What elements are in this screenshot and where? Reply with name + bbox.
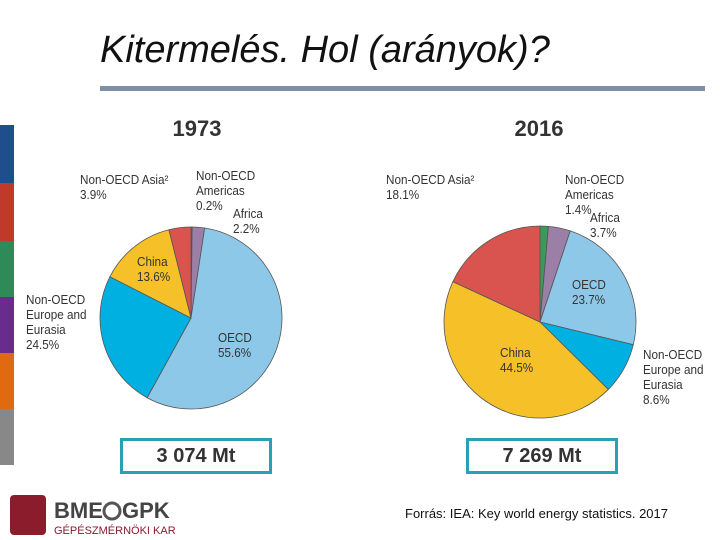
- slice-name: Non-OECD Americas: [196, 168, 256, 198]
- total-box: 3 074 Mt: [120, 438, 272, 474]
- pie-slice: [539, 230, 637, 346]
- slice-name: OECD: [218, 330, 252, 345]
- slice-value: 23.7%: [572, 292, 606, 307]
- slice-label: China 44.5%: [500, 345, 545, 375]
- slice-name: Non-OECD Americas: [565, 172, 625, 202]
- total-box: 7 269 Mt: [466, 438, 618, 474]
- slice-value: 13.6%: [137, 269, 171, 284]
- stripe: [0, 125, 14, 183]
- slice-name: Non-OECD Europe and Eurasia: [643, 347, 704, 392]
- slice-name: Non-OECD Europe and Eurasia: [26, 292, 87, 337]
- slice-name: China: [500, 345, 531, 360]
- pie-slice: [99, 276, 192, 399]
- slice-value: 3.9%: [80, 187, 107, 202]
- stripe: [0, 241, 14, 297]
- slice-label: Africa 3.7%: [590, 210, 671, 240]
- slice-value: 1.4%: [565, 202, 592, 217]
- title-rule: [100, 86, 705, 91]
- stripe: [0, 183, 14, 241]
- pie-title-box: 1973: [147, 116, 247, 142]
- slice-value: 2.2%: [233, 221, 260, 236]
- total-label: 7 269 Mt: [502, 445, 582, 467]
- slice-label: Non-OECD Americas 0.2%: [196, 168, 277, 213]
- pie-title: 1973: [172, 116, 222, 141]
- logo-icon: [102, 501, 122, 521]
- pie-slice: [443, 281, 609, 419]
- slice-name: China: [137, 254, 168, 269]
- slice-name: Non-OECD Asia²: [80, 172, 169, 187]
- source: Forrás: IEA: Key world energy statistics…: [405, 506, 668, 521]
- stripe: [0, 353, 14, 409]
- total-label: 3 074 Mt: [156, 445, 236, 467]
- pie-title: 2016: [514, 116, 564, 141]
- logo-subtitle: GÉPÉSZMÉRNÖKI KAR: [54, 524, 176, 537]
- slice-name: Africa: [590, 210, 620, 225]
- slice-label: Non-OECD Europe and Eurasia 8.6%: [643, 347, 706, 407]
- logo-crest: [10, 495, 46, 535]
- slice-label: Africa 2.2%: [233, 206, 314, 236]
- pie-slice: [146, 227, 283, 410]
- slice-value: 0.2%: [196, 198, 223, 213]
- slice-value: 18.1%: [386, 187, 420, 202]
- slice-name: Africa: [233, 206, 263, 221]
- slice-label: Non-OECD Asia² 3.9%: [80, 172, 170, 202]
- slice-value: 8.6%: [643, 392, 670, 407]
- slice-label: Non-OECD Americas 1.4%: [565, 172, 673, 217]
- slice-value: 3.7%: [590, 225, 617, 240]
- pie-slice: [168, 226, 192, 319]
- logo-name: BME: [54, 498, 103, 523]
- slice-label: OECD 55.6%: [218, 330, 272, 360]
- stripe: [0, 297, 14, 353]
- slice-value: 55.6%: [218, 345, 252, 360]
- slice-label: Non-OECD Asia² 18.1%: [386, 172, 476, 202]
- slide-title: Kitermelés. Hol (arányok)?: [100, 29, 551, 71]
- slice-name: OECD: [572, 277, 606, 292]
- slice-label: Non-OECD Europe and Eurasia 24.5%: [26, 292, 89, 352]
- slice-name: Non-OECD Asia²: [386, 172, 475, 187]
- slice-value: 24.5%: [26, 337, 60, 352]
- stripe: [0, 409, 14, 465]
- pie-slice: [109, 229, 192, 319]
- pie-slice: [452, 225, 541, 323]
- slice-value: 44.5%: [500, 360, 534, 375]
- slice-label: OECD 23.7%: [572, 277, 626, 307]
- logo-faculty: GPK: [122, 498, 170, 523]
- slice-label: China 13.6%: [137, 254, 182, 284]
- pie-title-box: 2016: [489, 116, 589, 142]
